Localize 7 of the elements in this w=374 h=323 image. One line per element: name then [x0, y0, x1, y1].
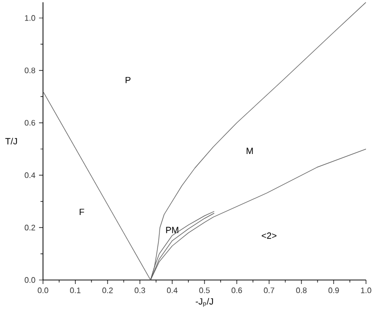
x-axis-title: -J$_{p}$/J	[196, 298, 213, 307]
annotation: PM	[166, 226, 178, 234]
y-axis-title: T/J	[5, 138, 17, 144]
annotation: F	[80, 208, 84, 216]
annotation: P	[126, 76, 130, 84]
annotation: <2>	[262, 232, 276, 239]
annotation: M	[246, 148, 253, 154]
